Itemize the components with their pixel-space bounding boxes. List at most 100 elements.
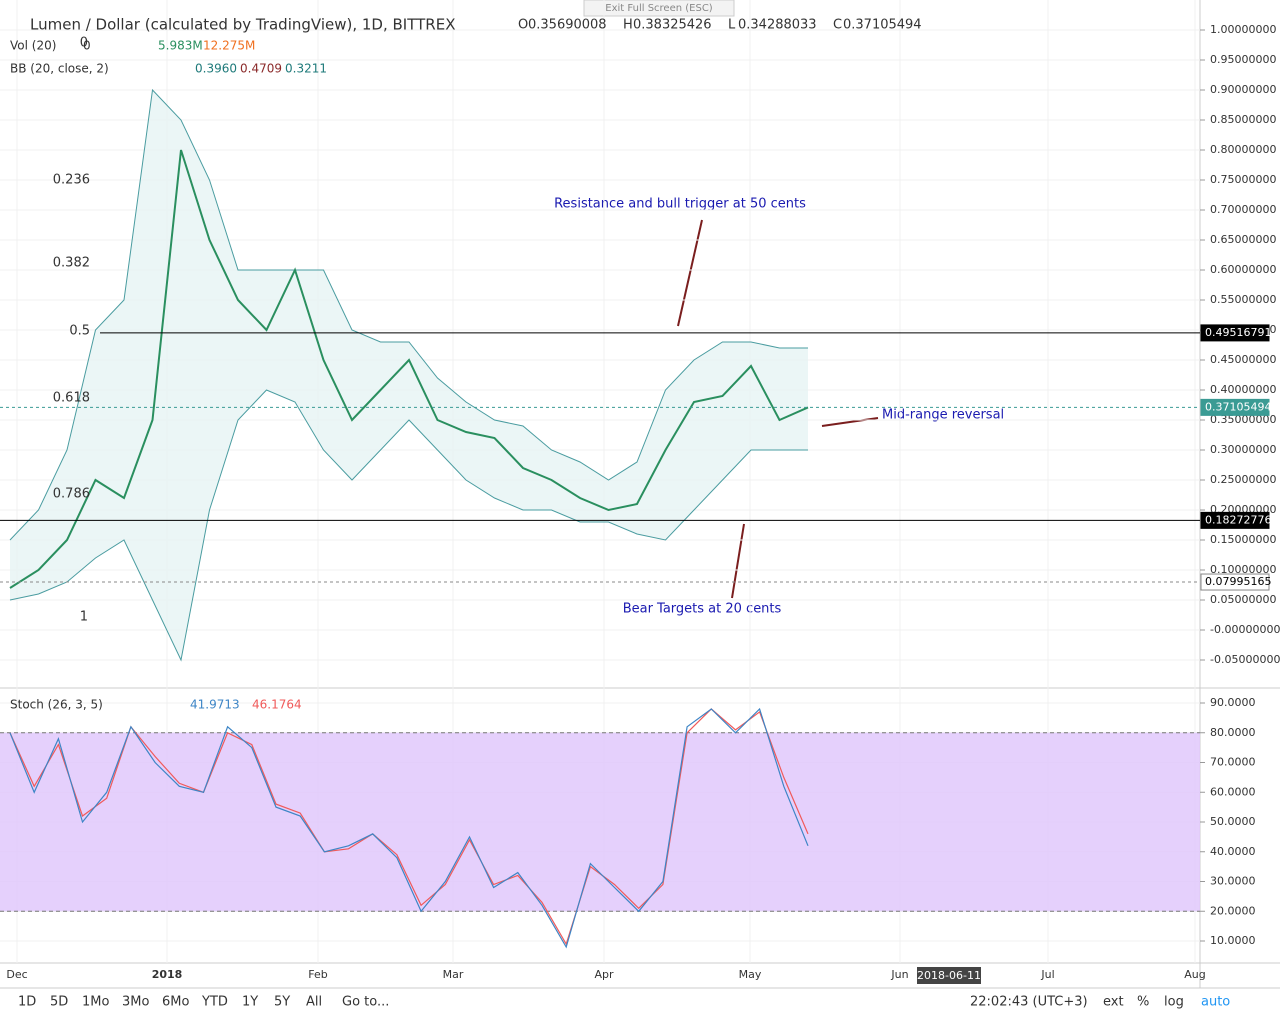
fib-level: 0.236 [53,173,90,188]
series-line [9,707,809,949]
range-button[interactable]: All [306,995,322,1010]
scale-toggle[interactable]: ext [1103,995,1124,1010]
stoch-value: 46.1764 [252,698,302,712]
range-button[interactable]: YTD [201,995,228,1010]
y-tick-label: 0.95000000 [1210,53,1276,66]
indicator-value: 0.3960 [195,62,237,76]
scale-toggle[interactable]: auto [1201,995,1230,1010]
price-label: 0.37105494 [1205,400,1271,413]
y-tick-label: 0.70000000 [1210,203,1276,216]
y-tick-label: 0.90000000 [1210,83,1276,96]
bb-fill [10,90,808,660]
x-tick-label: Jul [1040,968,1054,981]
y-tick-label: 80.0000 [1210,726,1256,739]
indicator-name: Vol (20) [10,39,56,53]
goto-button[interactable]: Go to... [342,995,389,1010]
x-tick-label: Mar [443,968,464,981]
y-tick-label: 20.0000 [1210,904,1256,917]
date-marker-box [917,967,981,984]
y-tick-label: 0.30000000 [1210,443,1276,456]
range-button[interactable]: 1Y [242,995,258,1010]
y-tick-label: 0.35000000 [1210,413,1276,426]
ohlc-key: C [833,18,842,33]
y-tick-label: 60.0000 [1210,785,1256,798]
arrow [821,417,879,427]
chart-title: Lumen / Dollar (calculated by TradingVie… [30,16,455,34]
scale-toggle[interactable]: % [1137,995,1149,1010]
x-tick-label: May [739,968,762,981]
ohlc-value: 0.34288033 [738,18,817,33]
annotation: Mid-range reversal [882,408,1004,423]
indicator-value: 0.4709 [240,62,282,76]
exit-button[interactable] [583,0,735,17]
y-tick-label: 70.0000 [1210,756,1256,769]
y-tick-label: 0.85000000 [1210,113,1276,126]
range-button[interactable]: 3Mo [122,995,149,1010]
fib-level: 0.618 [53,391,90,406]
y-tick-label: 0.55000000 [1210,293,1276,306]
y-tick-label: 0.65000000 [1210,233,1276,246]
y-tick-label: 0.45000000 [1210,353,1276,366]
y-tick-label: 50.0000 [1210,815,1256,828]
range-button[interactable]: 6Mo [162,995,189,1010]
x-tick-label: Aug [1184,968,1205,981]
ohlc-value: 0.38325426 [633,18,712,33]
series-line [9,708,809,946]
y-tick-label: 0.10000000 [1210,563,1276,576]
x-tick-label: Apr [594,968,614,981]
range-button[interactable]: 1D [18,995,36,1010]
price-label: 0.49516791 [1205,326,1271,339]
price-label: 0.18272776 [1205,513,1271,526]
indicator-value: 0.3211 [285,62,327,76]
y-tick-label: 0.40000000 [1210,383,1276,396]
scale-toggle[interactable]: log [1164,995,1184,1010]
annotation: Bear Targets at 20 cents [623,602,782,617]
indicator-value: 0 [83,39,91,53]
stoch-value: 41.9713 [190,698,240,712]
ohlc-value: 0.35690008 [528,18,607,33]
y-tick-label: 0.80000000 [1210,143,1276,156]
clock: 22:02:43 (UTC+3) [970,995,1088,1010]
ohlc-key: O [518,18,528,33]
y-tick-label: 0.60000000 [1210,263,1276,276]
fib-level: 0.5 [69,324,90,339]
date-marker: 2018-06-11 [917,969,981,982]
y-tick-label: -0.05000000 [1210,653,1280,666]
range-button[interactable]: 5D [50,995,68,1010]
indicator-value: 12.275M [203,39,255,53]
stoch-band [0,732,1200,912]
indicator-name: BB (20, close, 2) [10,62,109,76]
fib-level: 0.786 [53,487,90,502]
range-button[interactable]: 5Y [274,995,290,1010]
y-tick-label: 0.15000000 [1210,533,1276,546]
series-line [9,88,808,541]
x-tick-label: Dec [6,968,27,981]
ohlc-value: 0.37105494 [843,18,922,33]
x-tick-label: Feb [308,968,327,981]
arrow [677,219,703,327]
exit-label[interactable]: Exit Full Screen (ESC) [605,3,713,14]
y-tick-label: 0.05000000 [1210,593,1276,606]
x-tick-label: Jun [890,968,908,981]
series-line [9,149,809,589]
fib-level: 0.382 [53,256,90,271]
x-tick-label: 2018 [152,968,183,981]
price-label-box [1200,511,1270,529]
y-tick-label: -0.00000000 [1210,623,1280,636]
y-tick-label: 10.0000 [1210,934,1256,947]
y-tick-label: 30.0000 [1210,875,1256,888]
y-tick-label: 40.0000 [1210,845,1256,858]
y-tick-label: 0.75000000 [1210,173,1276,186]
ohlc-key: H [623,18,633,33]
annotation: Resistance and bull trigger at 50 cents [554,197,806,212]
range-button[interactable]: 1Mo [82,995,109,1010]
arrow [731,523,745,599]
series-line [9,389,808,662]
y-tick-label: 1.00000000 [1210,23,1276,36]
price-label-box [1200,573,1270,591]
y-tick-label: 0.25000000 [1210,473,1276,486]
stoch-title: Stoch (26, 3, 5) [10,698,103,712]
fib-level: 1 [80,610,88,625]
